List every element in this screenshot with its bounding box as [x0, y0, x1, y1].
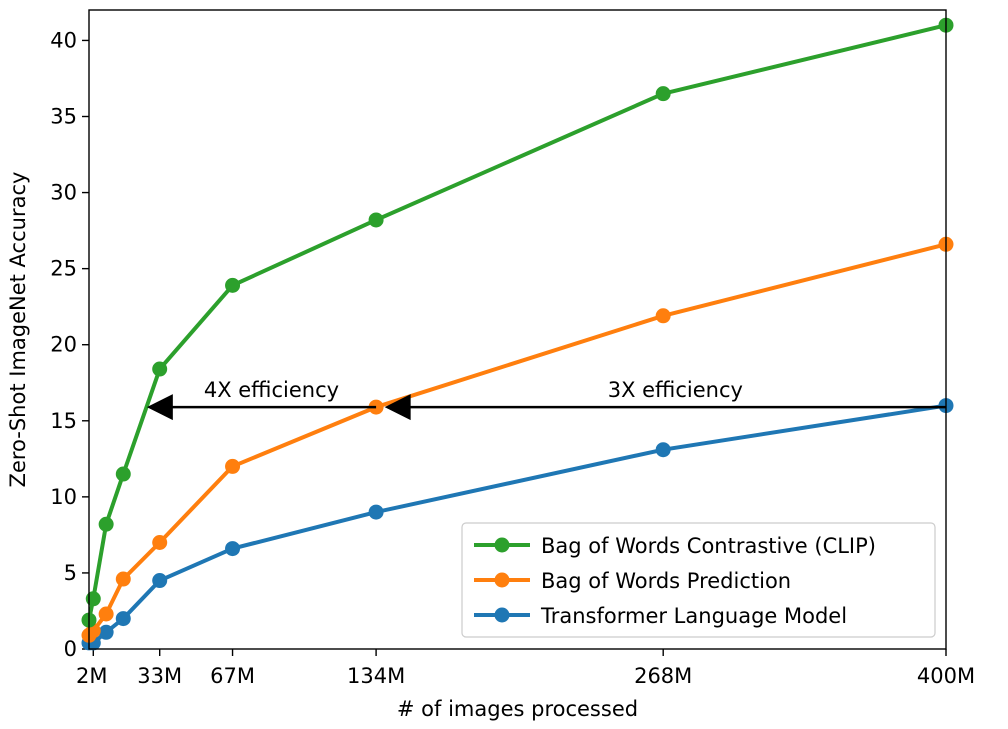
legend-swatch-marker [494, 607, 510, 623]
y-tick-label: 35 [50, 105, 77, 129]
data-point [152, 535, 168, 550]
data-point [225, 541, 241, 557]
x-tick-label: 400M [917, 664, 975, 688]
legend-entry: Bag of Words Contrastive (CLIP) [474, 534, 876, 558]
legend-label: Bag of Words Contrastive (CLIP) [541, 534, 876, 558]
series [81, 17, 954, 628]
data-point [98, 516, 114, 532]
arrow-head [146, 394, 173, 421]
y-tick-label: 15 [50, 409, 77, 433]
legend-label: Transformer Language Model [540, 604, 847, 628]
annotation-label: 4X efficiency [204, 378, 339, 402]
legend-label: Bag of Words Prediction [541, 569, 791, 593]
y-tick-label: 25 [50, 257, 77, 281]
plot-frame [88, 9, 947, 650]
x-tick-label: 2M [76, 664, 107, 688]
data-point [152, 361, 168, 377]
legend: Bag of Words Contrastive (CLIP) Bag of Wo… [461, 522, 936, 638]
data-point [655, 86, 671, 102]
data-point [225, 458, 241, 474]
data-point [115, 571, 131, 587]
legend-swatch-marker [494, 572, 510, 588]
data-point [225, 277, 241, 293]
data-point [85, 591, 101, 607]
efficiency-arrow: 3X efficiency [384, 378, 946, 421]
annotation-label: 3X efficiency [608, 378, 743, 402]
data-point [655, 308, 671, 324]
y-tick-label: 30 [50, 181, 77, 205]
x-tick-label: 268M [634, 664, 692, 688]
data-point [368, 212, 384, 228]
data-point [368, 504, 384, 520]
data-point [115, 611, 131, 627]
y-axis-label: Zero-Shot ImageNet Accuracy [6, 172, 30, 488]
y-tick-label: 10 [50, 485, 77, 509]
annotations: 4X efficiency 3X efficiency [146, 378, 946, 421]
efficiency-arrow: 4X efficiency [146, 378, 377, 421]
y-tick-label: 0 [64, 637, 77, 661]
data-point [98, 606, 114, 622]
x-tick-label: 67M [210, 664, 255, 688]
legend-entry: Transformer Language Model [474, 604, 847, 628]
data-point [115, 466, 131, 482]
y-tick-label: 40 [50, 28, 77, 52]
data-point [655, 442, 671, 458]
y-tick-label: 20 [50, 333, 77, 357]
legend-swatch-marker [494, 537, 510, 553]
legend-entry: Bag of Words Prediction [474, 569, 791, 593]
x-axis-label: # of images processed [397, 697, 638, 721]
legend-box [461, 522, 936, 638]
x-tick-label: 33M [137, 664, 182, 688]
x-tick-label: 134M [347, 664, 405, 688]
arrow-head [384, 394, 411, 421]
axis-ticks: 0 5 10 15 20 25 30 35 40 2M 33M 67M 134M 268M 400M [50, 28, 975, 688]
y-tick-label: 5 [64, 561, 77, 585]
data-point [152, 573, 168, 589]
data-point [98, 624, 114, 640]
